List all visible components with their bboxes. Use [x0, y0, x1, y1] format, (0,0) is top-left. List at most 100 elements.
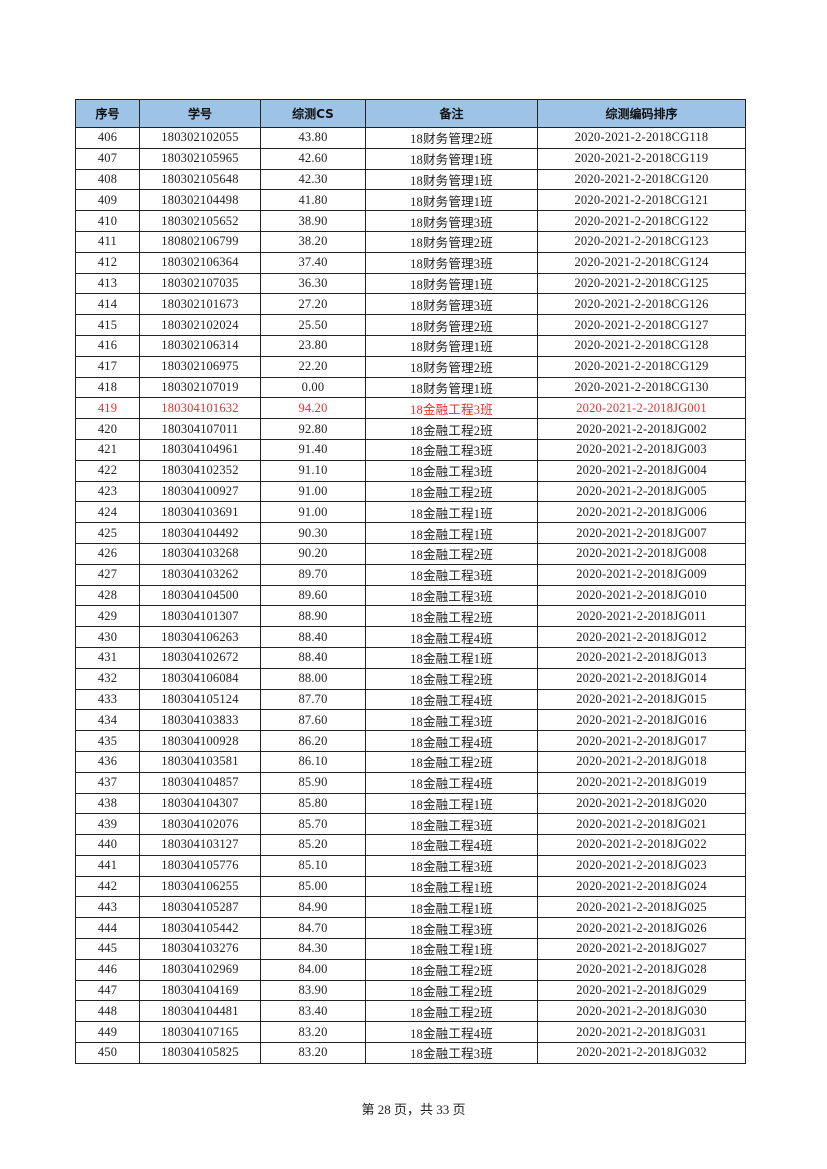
cell-index: 412	[75, 251, 140, 274]
cell-remark: 18金融工程2班	[365, 667, 538, 690]
cell-remark: 18金融工程3班	[365, 397, 538, 420]
cell-code: 2020-2021-2-2018JG011	[537, 605, 746, 628]
cell-score: 90.30	[260, 522, 366, 544]
cell-remark: 18金融工程3班	[365, 709, 538, 732]
cell-student-id: 180302105652	[139, 210, 261, 232]
cell-student-id: 180304104492	[139, 522, 261, 544]
cell-index: 427	[75, 563, 140, 586]
cell-code: 2020-2021-2-2018JG009	[537, 563, 746, 586]
header-index: 序号	[75, 99, 140, 128]
cell-index: 450	[75, 1042, 140, 1064]
cell-student-id: 180304105287	[139, 896, 261, 919]
cell-student-id: 180304101307	[139, 605, 261, 628]
cell-remark: 18财务管理3班	[365, 210, 538, 232]
cell-code: 2020-2021-2-2018CG127	[537, 314, 746, 336]
cell-remark: 18金融工程3班	[365, 917, 538, 940]
cell-score: 88.40	[260, 646, 366, 669]
table-row: 449 180304107165 83.20 18金融工程4班 2020-2021-2-…	[75, 1021, 746, 1044]
cell-code: 2020-2021-2-2018JG031	[537, 1021, 746, 1044]
table-row: 446 180304102969 84.00 18金融工程2班 2020-2021-2-…	[75, 958, 746, 981]
cell-student-id: 180304102076	[139, 813, 261, 836]
cell-score: 0.00	[260, 376, 366, 399]
cell-index: 421	[75, 438, 140, 461]
cell-student-id: 180304105825	[139, 1042, 261, 1064]
cell-code: 2020-2021-2-2018JG002	[537, 418, 746, 440]
cell-student-id: 180302102055	[139, 127, 261, 149]
cell-index: 433	[75, 688, 140, 711]
cell-code: 2020-2021-2-2018JG028	[537, 958, 746, 981]
cell-index: 443	[75, 896, 140, 919]
cell-score: 84.00	[260, 958, 366, 981]
cell-code: 2020-2021-2-2018CG130	[537, 376, 746, 399]
table-row: 416 180302106314 23.80 18财务管理1班 2020-2021-2-…	[75, 334, 746, 357]
table-row: 421 180304104961 91.40 18金融工程3班 2020-2021-2-…	[75, 438, 746, 461]
table-row: 440 180304103127 85.20 18金融工程4班 2020-2021-2-…	[75, 834, 746, 856]
cell-remark: 18金融工程3班	[365, 563, 538, 586]
cell-remark: 18财务管理1班	[365, 376, 538, 399]
cell-index: 422	[75, 459, 140, 482]
cell-remark: 18财务管理1班	[365, 147, 538, 170]
table-row: 430 180304106263 88.40 18金融工程4班 2020-2021-2-…	[75, 626, 746, 648]
table-row: 436 180304103581 86.10 18金融工程2班 2020-2021-2-…	[75, 750, 746, 773]
cell-index: 418	[75, 376, 140, 399]
cell-score: 83.40	[260, 1000, 366, 1023]
cell-score: 94.20	[260, 397, 366, 420]
table-row: 433 180304105124 87.70 18金融工程4班 2020-2021-2-…	[75, 688, 746, 711]
cell-index: 431	[75, 646, 140, 669]
score-table: 序号 学号 综测CS 备注 综测编码排序 406 180302102055 43.8…	[75, 99, 746, 1064]
table-row: 445 180304103276 84.30 18金融工程1班 2020-2021-2-…	[75, 938, 746, 960]
table-row: 442 180304106255 85.00 18金融工程1班 2020-2021-2-…	[75, 875, 746, 898]
cell-index: 423	[75, 480, 140, 503]
cell-index: 437	[75, 771, 140, 794]
table-row: 413 180302107035 36.30 18财务管理1班 2020-2021-2-…	[75, 272, 746, 295]
table-row: 431 180304102672 88.40 18金融工程1班 2020-2021-2-…	[75, 646, 746, 669]
cell-student-id: 180302106314	[139, 334, 261, 357]
cell-remark: 18金融工程4班	[365, 834, 538, 856]
cell-student-id: 180304105124	[139, 688, 261, 711]
cell-code: 2020-2021-2-2018CG128	[537, 334, 746, 357]
table-row: 423 180304100927 91.00 18金融工程2班 2020-2021-2-…	[75, 480, 746, 503]
cell-score: 88.00	[260, 667, 366, 690]
cell-index: 428	[75, 584, 140, 607]
cell-student-id: 180302104498	[139, 189, 261, 212]
table-row: 450 180304105825 83.20 18金融工程3班 2020-2021-2-…	[75, 1042, 746, 1064]
cell-index: 420	[75, 418, 140, 440]
cell-code: 2020-2021-2-2018CG126	[537, 293, 746, 316]
cell-remark: 18金融工程3班	[365, 1042, 538, 1064]
cell-score: 37.40	[260, 251, 366, 274]
cell-code: 2020-2021-2-2018JG007	[537, 522, 746, 544]
table-row: 418 180302107019 0.00 18财务管理1班 2020-2021-2-2…	[75, 376, 746, 399]
table-row: 443 180304105287 84.90 18金融工程1班 2020-2021-2-…	[75, 896, 746, 919]
table-body: 406 180302102055 43.80 18财务管理2班 2020-2021-2-…	[75, 127, 746, 1064]
cell-student-id: 180302106975	[139, 355, 261, 378]
cell-remark: 18金融工程4班	[365, 730, 538, 752]
cell-student-id: 180302107019	[139, 376, 261, 399]
table-row: 435 180304100928 86.20 18金融工程4班 2020-2021-2-…	[75, 730, 746, 752]
table-row: 412 180302106364 37.40 18财务管理3班 2020-2021-2-…	[75, 251, 746, 274]
header-score: 综测CS	[260, 99, 366, 128]
cell-code: 2020-2021-2-2018JG014	[537, 667, 746, 690]
cell-student-id: 180304104169	[139, 979, 261, 1002]
cell-student-id: 180304100928	[139, 730, 261, 752]
cell-remark: 18金融工程1班	[365, 501, 538, 524]
cell-score: 23.80	[260, 334, 366, 357]
cell-student-id: 180304103268	[139, 542, 261, 565]
cell-score: 27.20	[260, 293, 366, 316]
cell-remark: 18财务管理1班	[365, 168, 538, 191]
cell-code: 2020-2021-2-2018JG003	[537, 438, 746, 461]
cell-index: 409	[75, 189, 140, 212]
cell-score: 36.30	[260, 272, 366, 295]
cell-remark: 18财务管理2班	[365, 314, 538, 336]
cell-score: 38.20	[260, 230, 366, 253]
table-row: 425 180304104492 90.30 18金融工程1班 2020-2021-2-…	[75, 522, 746, 544]
cell-code: 2020-2021-2-2018JG019	[537, 771, 746, 794]
cell-code: 2020-2021-2-2018JG025	[537, 896, 746, 919]
cell-code: 2020-2021-2-2018JG032	[537, 1042, 746, 1064]
cell-student-id: 180304103262	[139, 563, 261, 586]
cell-score: 91.00	[260, 501, 366, 524]
cell-score: 86.20	[260, 730, 366, 752]
cell-score: 85.70	[260, 813, 366, 836]
cell-index: 438	[75, 792, 140, 815]
cell-score: 83.90	[260, 979, 366, 1002]
table-row: 420 180304107011 92.80 18金融工程2班 2020-2021-2-…	[75, 418, 746, 440]
